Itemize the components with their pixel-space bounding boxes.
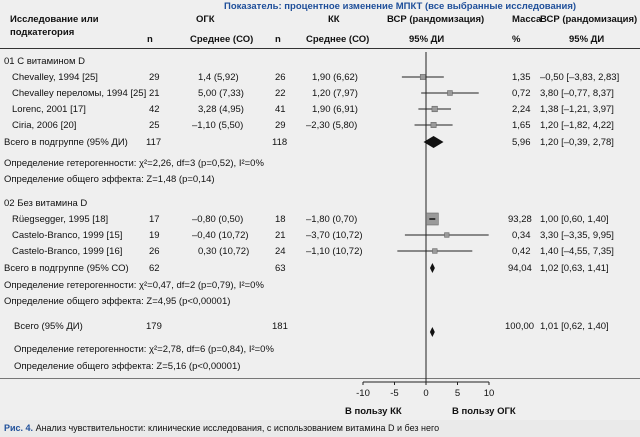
pooled-diamond (429, 263, 435, 273)
x-tick-label: 10 (484, 388, 495, 399)
heterogeneity-text: Определение гетерогенности: χ²=0,47, df=… (4, 280, 264, 291)
overall-effect-text: Определение общего эффекта: Z=1,48 (p=0,… (4, 174, 215, 185)
total-heterogeneity-text: Определение гетерогенности: χ²=2,78, df=… (14, 344, 274, 355)
caption-label: Рис. 4. (4, 423, 34, 433)
heterogeneity-text: Определение гетерогенности: χ²=2,26, df=… (4, 158, 264, 169)
col-kk-header: КК (328, 14, 340, 25)
study-weight-square (444, 232, 450, 238)
study-weight-square (447, 90, 453, 96)
favours-ogk-label: В пользу ОГК (452, 406, 516, 417)
col-mean1-header: Среднее (СО) (190, 34, 254, 45)
col-vsr-header: ВСР (рандомизация) (387, 14, 485, 25)
forest-plot: -10 -5 0 5 10 (356, 52, 495, 399)
col-pct-header: % (512, 34, 521, 45)
col-study-header-line1: Исследование или (10, 14, 99, 25)
study-weight-square (432, 248, 438, 254)
col-n1-header: n (147, 34, 153, 45)
plot-title: Показатель: процентное изменение МПКТ (в… (224, 1, 577, 12)
col-weight-header: Масса (512, 14, 542, 25)
study-weight-square (431, 105, 438, 113)
col-n2-header: n (275, 34, 281, 45)
pooled-diamond (423, 136, 444, 148)
header-divider (0, 48, 640, 49)
forest-plot-panel: Показатель: процентное изменение МПКТ (в… (0, 1, 640, 417)
x-tick-label: 0 (423, 388, 428, 399)
x-tick-label: 5 (455, 388, 460, 399)
group-1-label: 01 С витамином D (4, 56, 85, 67)
favours-kk-label: В пользу КК (345, 406, 402, 417)
group-2-label: 02 Без витамина D (4, 198, 88, 209)
caption-text: Анализ чувствительности: клинические исс… (33, 423, 440, 433)
figure-caption: Рис. 4. Анализ чувствительности: клиниче… (4, 423, 439, 434)
x-tick-label: -5 (390, 388, 398, 399)
col-vsr-ci-header: ВСР (рандомизация) (540, 14, 638, 25)
col-ci-header: 95% ДИ (409, 34, 445, 45)
study-weight-square (430, 122, 437, 128)
col-ci2-header: 95% ДИ (569, 34, 605, 45)
study-weight-square (419, 74, 426, 80)
footer-divider (0, 378, 640, 379)
overall-effect-text: Определение общего эффекта: Z=4,95 (p<0,… (4, 296, 231, 307)
col-mean2-header: Среднее (СО) (306, 34, 370, 45)
col-study-header-line2: подкатегория (10, 27, 75, 38)
x-tick-label: -10 (356, 388, 370, 399)
total-overall-effect-text: Определение общего эффекта: Z=5,16 (p<0,… (14, 361, 241, 372)
pooled-diamond (429, 327, 435, 337)
col-ogk-header: ОГК (196, 14, 215, 25)
